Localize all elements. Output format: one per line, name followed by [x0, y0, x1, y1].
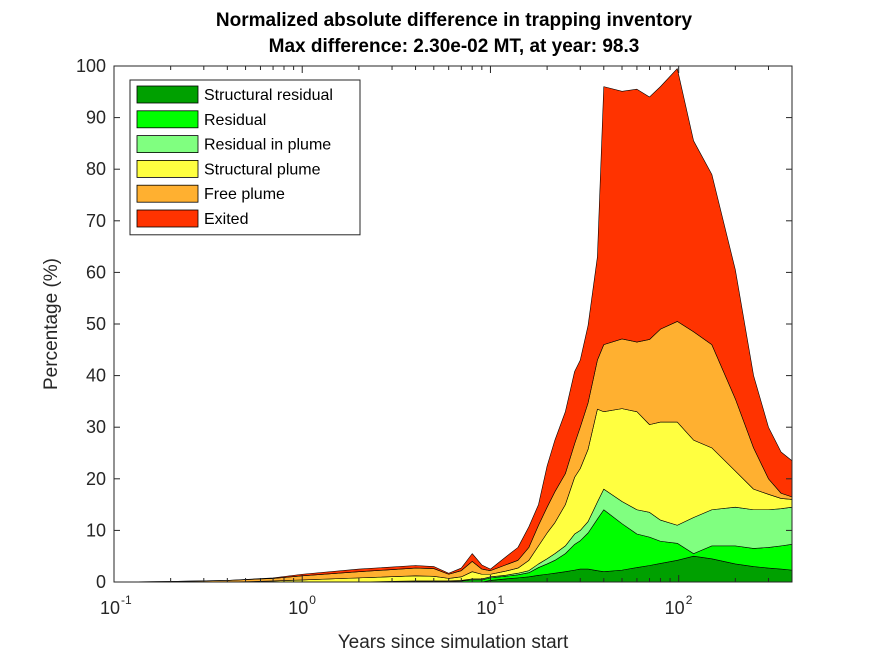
y-tick-label: 20: [86, 469, 106, 489]
legend-swatch: [136, 85, 199, 104]
legend-entry-label: Structural plume: [204, 161, 321, 178]
legend: Structural residual Residual Residual in p…: [129, 79, 361, 236]
legend-swatch: [136, 209, 199, 228]
legend-swatch: [136, 184, 199, 203]
x-tick-label: 10: [288, 598, 308, 618]
legend-box: [129, 79, 361, 236]
x-tick-exponent: 1: [497, 593, 504, 607]
chart-title: Normalized absolute difference in trappi…: [216, 10, 693, 31]
legend-entry-label: Residual: [204, 112, 266, 129]
legend-entry-label: Free plume: [204, 186, 285, 203]
legend-swatch: [136, 159, 199, 178]
legend-swatch: [136, 110, 199, 129]
x-tick-label: 10: [665, 598, 685, 618]
x-tick-exponent: -1: [121, 593, 132, 607]
y-tick-label: 40: [86, 366, 106, 386]
chart-subtitle: Max difference: 2.30e-02 MT, at year: 98…: [269, 36, 640, 57]
y-tick-label: 50: [86, 314, 106, 334]
x-tick-exponent: 0: [309, 593, 316, 607]
x-tick-label: 10: [100, 598, 120, 618]
y-tick-label: 0: [96, 572, 106, 592]
y-axis: 0 10 20 30 40 50 60 70 80 90 100: [76, 56, 792, 592]
x-axis-label: Years since simulation start: [338, 632, 569, 653]
legend-entry-label: Structural residual: [204, 87, 333, 104]
y-tick-label: 90: [86, 108, 106, 128]
y-tick-label: 10: [86, 520, 106, 540]
legend-entry-label: Exited: [204, 211, 248, 228]
legend-swatch: [136, 135, 199, 154]
y-tick-label: 80: [86, 159, 106, 179]
y-tick-label: 100: [76, 56, 106, 76]
y-tick-label: 70: [86, 211, 106, 231]
y-tick-label: 60: [86, 262, 106, 282]
x-tick-label: 10: [476, 598, 496, 618]
x-axis: 10 -1 10 0 10 1 10 2: [100, 66, 793, 618]
y-tick-label: 30: [86, 417, 106, 437]
x-tick-exponent: 2: [686, 593, 693, 607]
legend-entry-label: Residual in plume: [204, 137, 331, 154]
y-axis-label: Percentage (%): [41, 258, 62, 390]
